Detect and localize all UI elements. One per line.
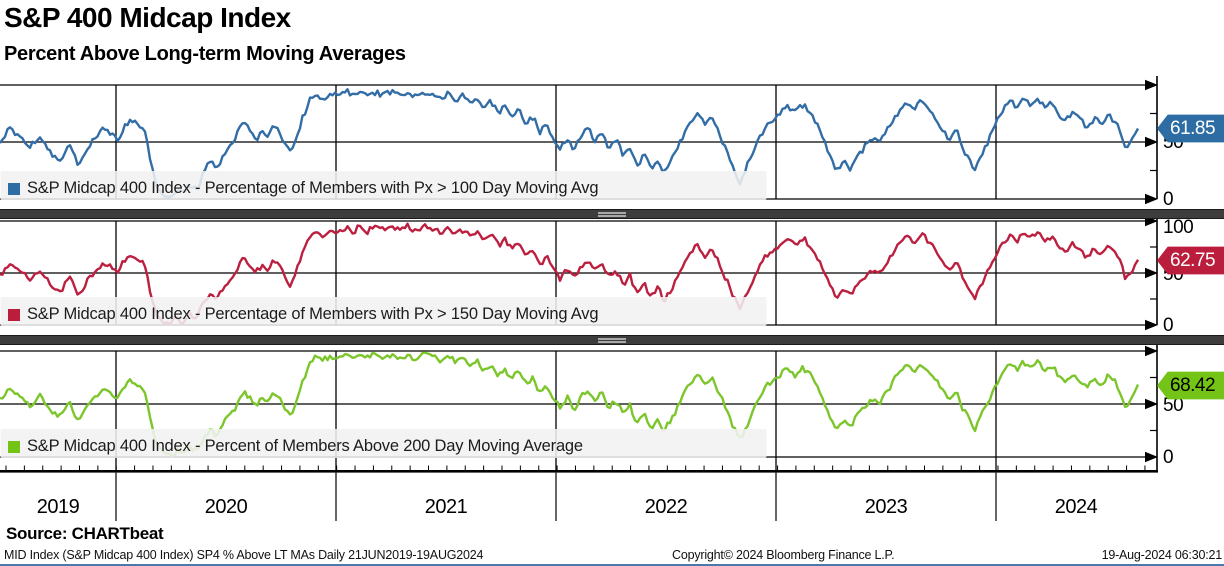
legend-label: S&P Midcap 400 Index - Percent of Member… bbox=[27, 437, 583, 455]
legend-label: S&P Midcap 400 Index - Percentage of Mem… bbox=[27, 179, 599, 197]
last-value-tag-blue[interactable]: 61.85 bbox=[1157, 114, 1224, 143]
x-tick-2024: 2024 bbox=[1054, 496, 1098, 518]
drag-grip-icon bbox=[598, 338, 626, 340]
x-tick-2019: 2019 bbox=[36, 496, 80, 518]
legend-swatch-green-icon bbox=[8, 440, 20, 453]
legend-panel-3[interactable]: S&P Midcap 400 Index - Percent of Member… bbox=[8, 437, 583, 456]
footer-copyright: Copyright© 2024 Bloomberg Finance L.P. bbox=[672, 548, 895, 562]
source-line: Source: CHARTbeat bbox=[6, 524, 164, 543]
drag-grip-icon bbox=[598, 212, 626, 214]
y-tick-0-panel-3: 0 bbox=[1163, 447, 1174, 468]
legend-panel-2[interactable]: S&P Midcap 400 Index - Percentage of Mem… bbox=[8, 305, 599, 324]
footer-timestamp: 19-Aug-2024 06:30:21 bbox=[1101, 548, 1223, 562]
drag-grip-icon bbox=[598, 341, 626, 343]
x-tick-2022: 2022 bbox=[644, 496, 688, 518]
drag-grip-icon bbox=[598, 215, 626, 217]
legend-swatch-blue-icon bbox=[8, 182, 20, 195]
panel-separator[interactable] bbox=[0, 335, 1224, 345]
y-tick-100-panel-2: 100 bbox=[1163, 217, 1194, 238]
y-tick-0-panel-1: 0 bbox=[1163, 189, 1174, 210]
panel-separator[interactable] bbox=[0, 209, 1224, 219]
page-subtitle: Percent Above Long-term Moving Averages bbox=[4, 43, 406, 65]
x-tick-2021: 2021 bbox=[424, 496, 468, 518]
x-tick-2023: 2023 bbox=[864, 496, 908, 518]
last-value-tag-red[interactable]: 62.75 bbox=[1157, 246, 1224, 275]
page-title: S&P 400 Midcap Index bbox=[4, 2, 291, 33]
legend-label: S&P Midcap 400 Index - Percentage of Mem… bbox=[27, 305, 599, 323]
legend-panel-1[interactable]: S&P Midcap 400 Index - Percentage of Mem… bbox=[8, 179, 599, 198]
last-value-tag-green[interactable]: 68.42 bbox=[1157, 371, 1224, 400]
legend-swatch-red-icon bbox=[8, 308, 20, 321]
y-tick-0-panel-2: 0 bbox=[1163, 315, 1174, 336]
x-tick-2020: 2020 bbox=[204, 496, 248, 518]
y-tick-50-panel-3: 50 bbox=[1163, 395, 1184, 416]
footer-security-info: MID Index (S&P Midcap 400 Index) SP4 % A… bbox=[4, 548, 484, 562]
bottom-accent-rule bbox=[0, 563, 1224, 566]
